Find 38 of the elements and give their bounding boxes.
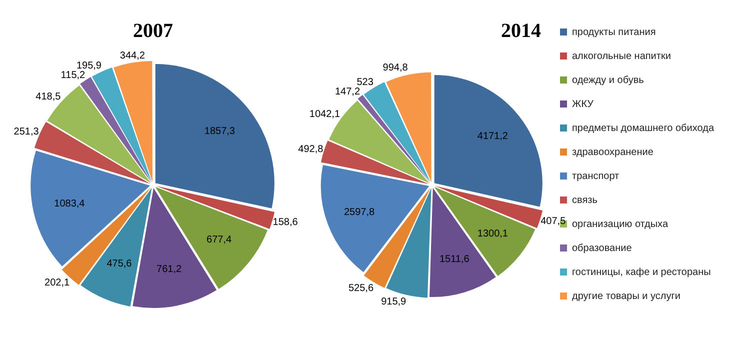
legend-label: организацию отдыха xyxy=(572,218,668,230)
data-label: 677,4 xyxy=(206,234,232,246)
data-label: 994,8 xyxy=(382,62,408,74)
legend-label: продукты питания xyxy=(572,26,656,38)
data-label: 1511,6 xyxy=(439,254,470,266)
legend-label: предметы домашнего обихода xyxy=(572,122,714,134)
data-label: 202,1 xyxy=(44,277,70,288)
legend-label: связь xyxy=(572,194,598,206)
data-label: 1857,3 xyxy=(204,126,236,137)
data-label: 761,2 xyxy=(156,264,182,275)
legend-label: гостиницы, кафе и рестораны xyxy=(572,266,711,278)
legend-label: транспорт xyxy=(572,170,620,182)
data-label: 407,5 xyxy=(540,216,566,228)
data-label: 344,2 xyxy=(120,50,146,62)
data-label: 525,6 xyxy=(348,282,374,294)
legend-label: алкогольные напитки xyxy=(572,50,671,62)
data-label: 418,5 xyxy=(36,91,62,102)
data-label: 158,6 xyxy=(272,217,298,228)
data-label: 475,6 xyxy=(106,258,132,270)
legend-label: другие товары и услуги xyxy=(572,290,680,302)
data-label: 915,9 xyxy=(381,296,407,308)
data-label: 195,9 xyxy=(76,60,102,72)
data-label: 115,2 xyxy=(60,70,86,81)
data-label: 2597,8 xyxy=(344,207,375,218)
data-label: 251,3 xyxy=(14,126,40,138)
chart-title: 2007 xyxy=(133,20,173,42)
data-label: 147,2 xyxy=(334,86,360,98)
legend-label: образование xyxy=(572,242,632,254)
data-label: 4171,2 xyxy=(477,131,508,142)
data-label: 492,8 xyxy=(298,144,324,156)
data-label: 523 xyxy=(356,76,374,88)
legend-label: одежду и обувь xyxy=(572,74,644,86)
data-label: 1042,1 xyxy=(309,108,340,120)
data-label: 1083,4 xyxy=(54,198,86,210)
chart-title: 2014 xyxy=(501,20,541,42)
data-label: 1300,1 xyxy=(477,228,508,240)
legend-label: здравоохранение xyxy=(572,146,654,158)
legend-label: ЖКУ xyxy=(572,98,594,110)
